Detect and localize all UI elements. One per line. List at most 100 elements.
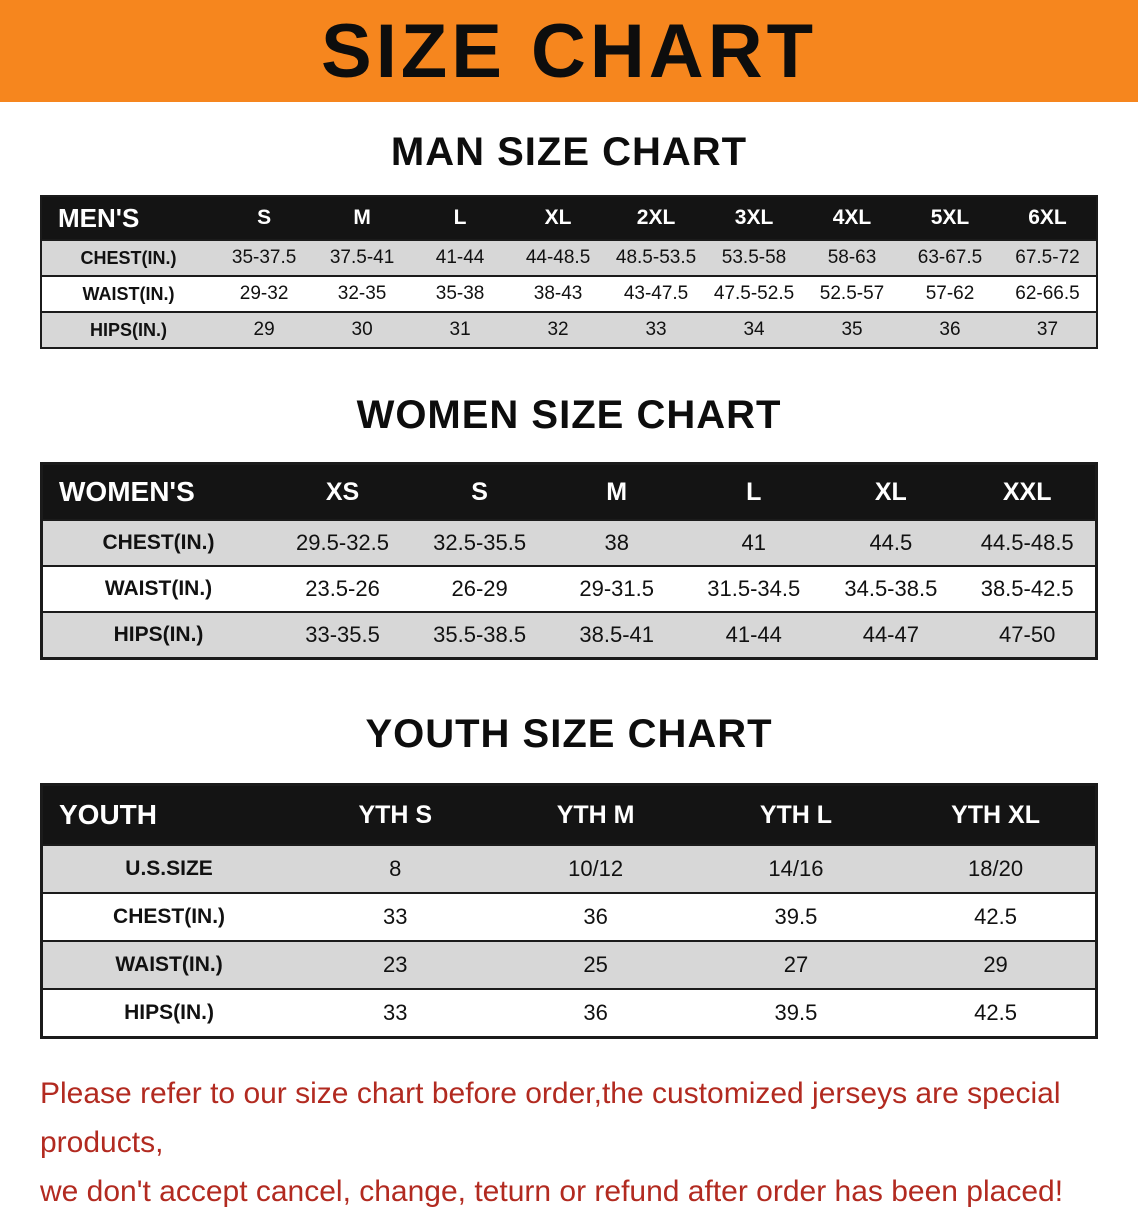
size-value: 14/16 (695, 844, 897, 893)
size-value: 48.5-53.5 (607, 239, 706, 276)
size-value: 8 (295, 844, 496, 893)
size-value: 23.5-26 (274, 565, 412, 612)
size-value: 41-44 (685, 611, 823, 659)
row-label: CHEST(IN.) (41, 239, 216, 276)
size-value: 41-44 (411, 239, 510, 276)
size-column-header: YTH S (295, 784, 496, 845)
size-column-header: 4XL (803, 196, 901, 240)
size-column-header: 3XL (705, 196, 804, 240)
size-value: 10/12 (495, 844, 696, 893)
table-corner-label: WOMEN'S (41, 463, 274, 520)
size-value: 38.5-42.5 (959, 565, 1097, 612)
size-value: 44.5-48.5 (959, 519, 1097, 566)
size-value: 36 (495, 892, 696, 941)
row-label: WAIST(IN.) (41, 565, 274, 612)
size-value: 53.5-58 (705, 239, 804, 276)
size-column-header: S (411, 463, 549, 520)
row-label: HIPS(IN.) (41, 611, 274, 659)
size-value: 23 (295, 940, 496, 989)
row-label: U.S.SIZE (41, 844, 296, 893)
size-value: 25 (495, 940, 696, 989)
size-column-header: M (548, 463, 686, 520)
women-size-section: WOMEN SIZE CHART WOMEN'S XS S M L XL XXL CHEST(… (0, 349, 1138, 660)
disclaimer-line-2: we don't accept cancel, change, teturn o… (40, 1175, 1064, 1208)
size-value: 52.5-57 (803, 275, 901, 312)
size-value: 33-35.5 (274, 611, 412, 659)
page-title: SIZE CHART (321, 8, 817, 94)
table-header-row: WOMEN'S XS S M L XL XXL (41, 463, 1097, 520)
size-value: 38 (548, 519, 686, 566)
size-value: 37.5-41 (313, 239, 412, 276)
size-value: 29 (215, 311, 314, 348)
men-size-table: MEN'S S M L XL 2XL 3XL 4XL 5XL 6XL CHEST(IN.) 35-37… (40, 195, 1098, 349)
size-value: 36 (495, 988, 696, 1038)
disclaimer-line-1: Please refer to our size chart before or… (40, 1077, 1061, 1159)
size-value: 38-43 (509, 275, 608, 312)
table-header-row: MEN'S S M L XL 2XL 3XL 4XL 5XL 6XL (41, 196, 1097, 240)
table-row: WAIST(IN.) 23.5-26 26-29 29-31.5 31.5-34.5 34… (41, 565, 1097, 612)
size-value: 39.5 (695, 892, 897, 941)
size-column-header: L (411, 196, 510, 240)
size-column-header: XXL (959, 463, 1097, 520)
disclaimer: Please refer to our size chart before or… (40, 1069, 1110, 1216)
women-size-table: WOMEN'S XS S M L XL XXL CHEST(IN.) 29.5-32.5 32.5… (40, 462, 1098, 660)
row-label: CHEST(IN.) (41, 519, 274, 566)
table-corner-label: MEN'S (41, 196, 216, 240)
size-column-header: XL (509, 196, 608, 240)
row-label: HIPS(IN.) (41, 311, 216, 348)
size-value: 29-32 (215, 275, 314, 312)
table-row: CHEST(IN.) 35-37.5 37.5-41 41-44 44-48.5 48.5… (41, 239, 1097, 276)
size-value: 44-48.5 (509, 239, 608, 276)
size-column-header: 6XL (998, 196, 1097, 240)
men-size-section: MAN SIZE CHART MEN'S S M L XL 2XL 3XL 4XL 5XL 6XL… (0, 102, 1138, 349)
youth-size-table: YOUTH YTH S YTH M YTH L YTH XL U.S.SIZE 8 10/12… (40, 783, 1098, 1039)
youth-size-chart-heading: YOUTH SIZE CHART (365, 712, 773, 756)
size-value: 42.5 (896, 988, 1097, 1038)
table-row: HIPS(IN.) 33-35.5 35.5-38.5 38.5-41 41-44 44-… (41, 611, 1097, 659)
size-value: 33 (295, 988, 496, 1038)
table-row: WAIST(IN.) 23 25 27 29 (41, 940, 1097, 989)
banner: SIZE CHART (0, 0, 1138, 102)
size-column-header: L (685, 463, 823, 520)
size-value: 32 (509, 311, 608, 348)
size-value: 62-66.5 (998, 275, 1097, 312)
size-value: 41 (685, 519, 823, 566)
size-value: 57-62 (901, 275, 999, 312)
size-value: 44-47 (822, 611, 960, 659)
size-value: 30 (313, 311, 412, 348)
size-value: 58-63 (803, 239, 901, 276)
table-row: CHEST(IN.) 33 36 39.5 42.5 (41, 892, 1097, 941)
table-row: U.S.SIZE 8 10/12 14/16 18/20 (41, 844, 1097, 893)
size-value: 32-35 (313, 275, 412, 312)
size-value: 29 (896, 940, 1097, 989)
row-label: WAIST(IN.) (41, 940, 296, 989)
size-value: 29-31.5 (548, 565, 686, 612)
youth-size-section: YOUTH SIZE CHART YOUTH YTH S YTH M YTH L YTH… (0, 660, 1138, 1039)
size-column-header: XL (822, 463, 960, 520)
size-value: 31.5-34.5 (685, 565, 823, 612)
men-size-chart-heading: MAN SIZE CHART (390, 130, 748, 174)
size-value: 27 (695, 940, 897, 989)
row-label: CHEST(IN.) (41, 892, 296, 941)
size-value: 37 (998, 311, 1097, 348)
size-value: 35-37.5 (215, 239, 314, 276)
table-row: WAIST(IN.) 29-32 32-35 35-38 38-43 43-47.5 47.… (41, 275, 1097, 312)
row-label: HIPS(IN.) (41, 988, 296, 1038)
size-value: 36 (901, 311, 999, 348)
size-column-header: 5XL (901, 196, 999, 240)
size-column-header: YTH M (495, 784, 696, 845)
size-value: 35-38 (411, 275, 510, 312)
table-corner-label: YOUTH (41, 784, 296, 845)
size-value: 42.5 (896, 892, 1097, 941)
size-value: 47.5-52.5 (705, 275, 804, 312)
size-value: 47-50 (959, 611, 1097, 659)
size-column-header: M (313, 196, 412, 240)
size-value: 35.5-38.5 (411, 611, 549, 659)
size-column-header: XS (274, 463, 412, 520)
size-value: 18/20 (896, 844, 1097, 893)
size-value: 38.5-41 (548, 611, 686, 659)
size-value: 34 (705, 311, 804, 348)
size-value: 67.5-72 (998, 239, 1097, 276)
row-label: WAIST(IN.) (41, 275, 216, 312)
